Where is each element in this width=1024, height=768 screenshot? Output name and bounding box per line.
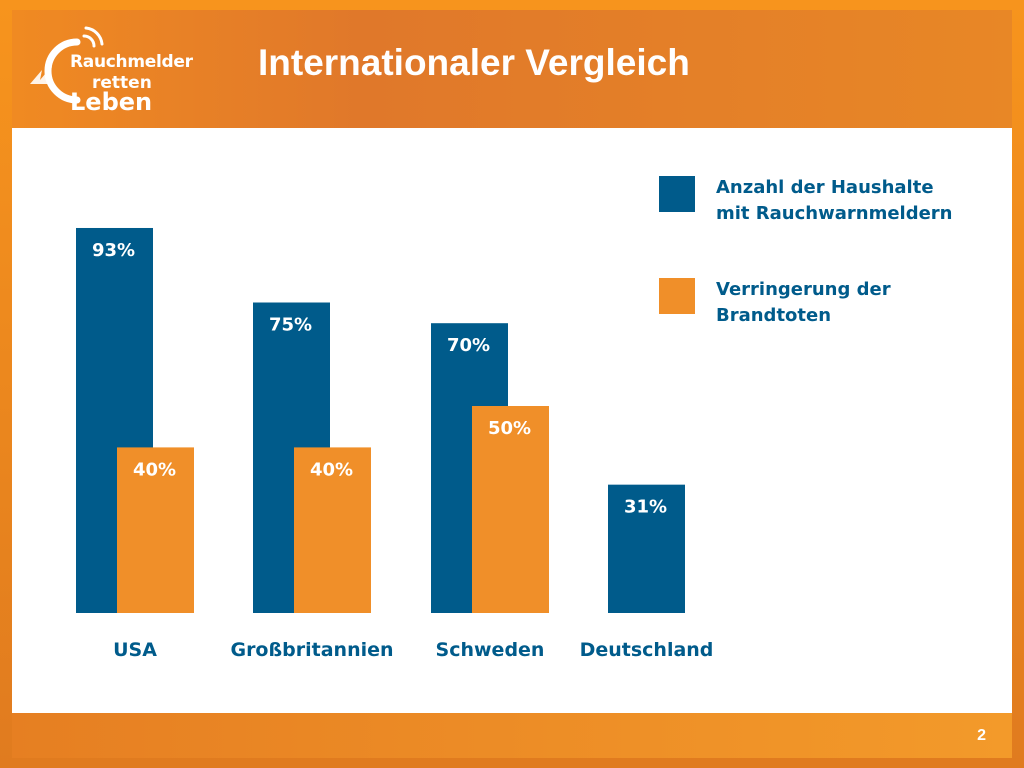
data-label: 75% bbox=[269, 315, 312, 336]
data-label: 93% bbox=[92, 240, 135, 261]
logo-text-line2: retten bbox=[92, 73, 152, 93]
category-label-deutschland: Deutschland bbox=[580, 639, 714, 661]
slide-footer: 2 bbox=[12, 713, 1012, 758]
page-number: 2 bbox=[977, 727, 986, 744]
category-label-großbritannien: Großbritannien bbox=[230, 639, 393, 661]
legend-swatch-2 bbox=[659, 278, 695, 314]
bar-households-deutschland bbox=[608, 484, 685, 613]
data-label: 31% bbox=[624, 497, 667, 518]
legend-label-2: Brandtoten bbox=[716, 305, 831, 326]
bar-fire-deaths-schweden bbox=[472, 406, 549, 613]
bar-fire-deaths-usa bbox=[117, 447, 194, 613]
data-label: 40% bbox=[133, 459, 176, 480]
bar-fire-deaths-großbritannien bbox=[294, 447, 371, 613]
legend-label-2: Verringerung der bbox=[716, 279, 891, 300]
slide-title: Internationaler Vergleich bbox=[258, 42, 690, 83]
logo-mark-icon bbox=[30, 26, 104, 104]
bar-chart: 93% 40% USA 75% 40% Großbritannien 70% 50% Schwe… bbox=[76, 176, 953, 661]
category-label-usa: USA bbox=[113, 639, 157, 661]
category-label-schweden: Schweden bbox=[436, 639, 545, 661]
logo-text-line3: Leben bbox=[70, 88, 153, 116]
logo: Rauchmelder retten Leben bbox=[22, 22, 193, 117]
data-label: 70% bbox=[447, 335, 490, 356]
chart-area: 93% 40% USA 75% 40% Großbritannien 70% 50% Schwe… bbox=[12, 128, 1012, 713]
legend-label-1: Anzahl der Haushalte bbox=[716, 177, 934, 198]
data-label: 40% bbox=[310, 459, 353, 480]
legend-label-1: mit Rauchwarnmeldern bbox=[716, 203, 953, 224]
data-label: 50% bbox=[488, 418, 531, 439]
logo-text-line1: Rauchmelder bbox=[70, 52, 193, 72]
slide-header bbox=[12, 10, 1012, 128]
legend-swatch-1 bbox=[659, 176, 695, 212]
